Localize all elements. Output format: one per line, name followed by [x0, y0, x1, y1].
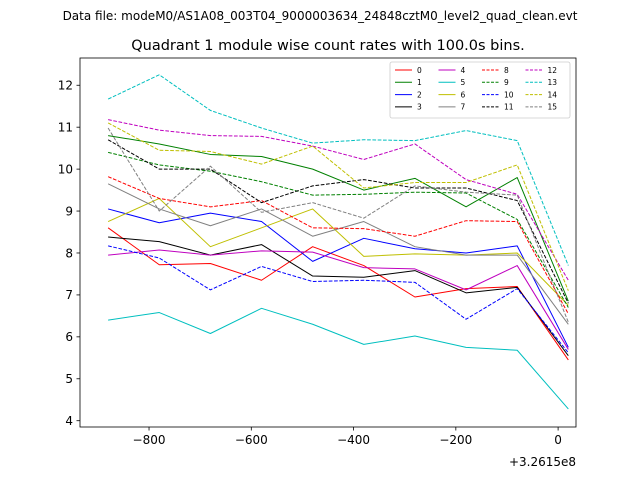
legend-label-9: 9 [504, 78, 509, 87]
legend-label-4: 4 [461, 66, 466, 75]
y-tick-label: 6 [65, 330, 73, 344]
x-tick-label: −600 [235, 433, 268, 447]
legend-label-12: 12 [548, 66, 558, 75]
y-tick-label: 5 [65, 372, 73, 386]
legend-label-3: 3 [417, 103, 422, 112]
series-line-9 [108, 151, 569, 308]
x-tick-label: 0 [554, 433, 562, 447]
chart-suptitle: Data file: modeM0/AS1A08_003T04_90000036… [63, 9, 578, 23]
y-tick-label: 11 [58, 120, 73, 134]
y-tick-label: 9 [65, 204, 73, 218]
series-line-1 [108, 135, 569, 302]
y-tick-label: 4 [65, 414, 73, 428]
legend-label-0: 0 [417, 66, 422, 75]
legend-label-6: 6 [461, 90, 466, 99]
legend-label-10: 10 [504, 90, 514, 99]
y-tick-label: 12 [58, 79, 73, 93]
series-line-4 [108, 249, 569, 350]
series-line-7 [107, 183, 569, 325]
series-group [107, 74, 569, 410]
series-line-10 [108, 245, 569, 354]
y-tick-label: 8 [65, 246, 73, 260]
series-line-13 [107, 74, 569, 266]
y-tick-label: 7 [65, 288, 73, 302]
series-line-5 [108, 307, 569, 410]
series-line-8 [107, 176, 569, 315]
x-tick-label: −200 [439, 433, 472, 447]
legend-label-13: 13 [548, 78, 558, 87]
legend-box [389, 61, 571, 119]
chart-title: Quadrant 1 module wise count rates with … [131, 38, 525, 54]
series-line-11 [107, 139, 569, 304]
series-line-0 [107, 227, 569, 361]
legend-label-11: 11 [504, 103, 514, 112]
axes-frame [79, 57, 577, 428]
series-line-3 [108, 236, 569, 357]
legend-label-7: 7 [461, 103, 466, 112]
legend-label-1: 1 [417, 78, 422, 87]
x-tick-label: −400 [337, 433, 370, 447]
legend-label-2: 2 [417, 90, 422, 99]
y-tick-label: 10 [58, 162, 73, 176]
series-line-6 [107, 197, 569, 306]
x-offset-label: +3.2615e8 [509, 455, 576, 469]
series-line-14 [107, 122, 569, 291]
series-line-2 [107, 208, 569, 348]
x-tick-label: −800 [133, 433, 166, 447]
legend-label-5: 5 [461, 78, 466, 87]
legend-label-15: 15 [548, 103, 558, 112]
legend-label-8: 8 [504, 66, 509, 75]
legend-label-14: 14 [548, 90, 558, 99]
plot-area: −800 −600 −400 −200 045678910111201234567891… [58, 57, 577, 447]
series-line-12 [108, 119, 569, 281]
series-line-15 [107, 127, 569, 323]
